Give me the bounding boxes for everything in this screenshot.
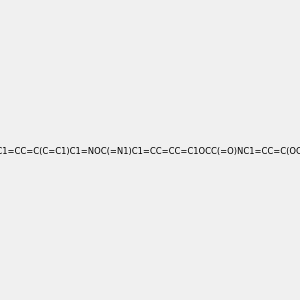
Text: CCOC1=CC=C(C=C1)C1=NOC(=N1)C1=CC=CC=C1OCC(=O)NC1=CC=C(OC)C=C1: CCOC1=CC=C(C=C1)C1=NOC(=N1)C1=CC=CC=C1OC… — [0, 147, 300, 156]
